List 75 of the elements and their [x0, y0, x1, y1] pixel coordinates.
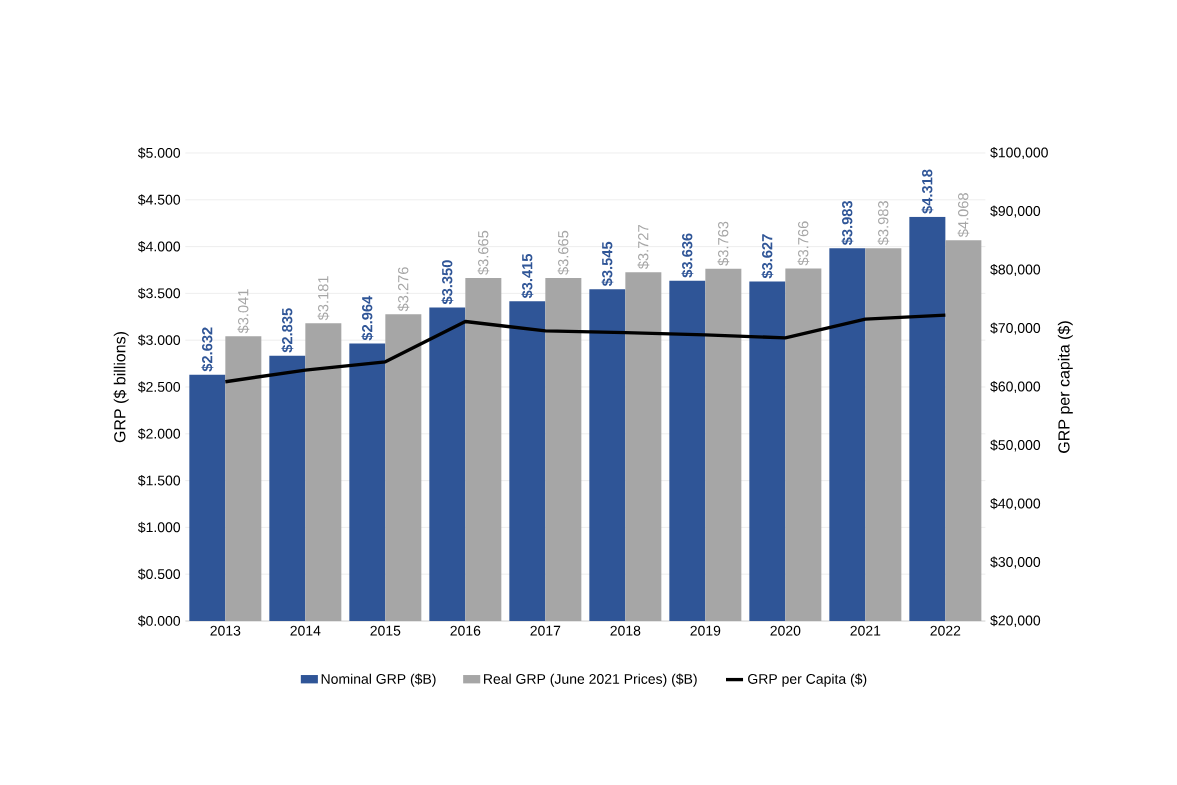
legend-label: Nominal GRP ($B) [321, 673, 436, 687]
data-label: $3.415 [521, 253, 534, 299]
y-tick-label: $3.500 [137, 287, 181, 300]
bar [429, 307, 466, 621]
data-label: $2.632 [201, 327, 214, 372]
data-label: $3.665 [477, 230, 490, 275]
data-label: $2.964 [361, 295, 374, 341]
bar [785, 268, 822, 621]
bar [909, 216, 946, 621]
data-label: $3.983 [841, 200, 854, 246]
x-tick-label: 2015 [370, 625, 401, 636]
x-tick-label: 2016 [450, 625, 481, 636]
data-label: $3.350 [441, 260, 454, 305]
x-tick-label: 2021 [850, 625, 881, 636]
y2-tick-label: $20,000 [990, 614, 1041, 628]
bar [305, 323, 342, 621]
data-label: $3.763 [717, 221, 730, 266]
bar [865, 248, 902, 621]
y2-tick-label: $90,000 [990, 205, 1041, 218]
x-tick-label: 2019 [690, 625, 721, 636]
bar [225, 336, 262, 621]
data-label: $3.636 [681, 233, 694, 278]
data-label: $3.983 [877, 201, 890, 246]
bar [269, 355, 306, 621]
y2-tick-label: $80,000 [990, 263, 1041, 277]
x-tick-label: 2022 [930, 625, 961, 636]
bar [189, 374, 226, 621]
bar [945, 240, 982, 621]
y-tick-label: $2.500 [137, 381, 181, 393]
data-label: $2.835 [281, 308, 294, 353]
x-tick-label: 2018 [610, 625, 641, 636]
y-tick-label: $4.500 [137, 194, 181, 206]
data-label: $3.766 [797, 221, 810, 266]
data-label: $3.041 [237, 289, 250, 334]
y-tick-label: $4.000 [137, 240, 181, 253]
bar [625, 272, 662, 621]
legend-label: Real GRP (June 2021 Prices) ($B) [484, 673, 697, 687]
x-tick-label: 2020 [770, 625, 801, 636]
data-label: $3.727 [637, 225, 650, 270]
x-tick-label: 2017 [530, 625, 561, 636]
data-label: $3.276 [397, 267, 410, 312]
bar [705, 268, 742, 621]
y2-tick-label: $70,000 [990, 322, 1041, 335]
y2-axis-title: GRP per capita ($) [1057, 321, 1073, 453]
bar [749, 281, 786, 621]
y2-tick-label: $30,000 [990, 556, 1041, 569]
bar [829, 248, 866, 621]
y2-tick-label: $50,000 [990, 439, 1041, 452]
y2-tick-label: $60,000 [990, 380, 1041, 394]
x-tick-label: 2014 [290, 625, 321, 636]
data-label: $3.545 [601, 241, 614, 287]
y-tick-label: $0.500 [137, 568, 181, 580]
x-tick-label: 2013 [210, 625, 241, 636]
data-label: $4.068 [957, 193, 970, 238]
data-label: $3.181 [317, 276, 330, 321]
y2-tick-label: $40,000 [990, 497, 1041, 511]
y-axis-title: GRP ($ billions) [113, 332, 129, 443]
bar [349, 343, 386, 621]
y-tick-label: $3.000 [137, 334, 181, 346]
bar [669, 280, 706, 621]
y2-tick-label: $100,000 [990, 146, 1048, 160]
data-label: $3.665 [557, 230, 570, 275]
bar [545, 277, 582, 621]
data-label: $3.627 [761, 234, 774, 279]
y-tick-label: $2.000 [137, 428, 181, 440]
bar [509, 301, 546, 621]
bar [589, 289, 626, 621]
y-tick-label: $5.000 [137, 147, 181, 159]
legend-label: GRP per Capita ($) [748, 673, 867, 687]
y-tick-label: $1.500 [137, 474, 181, 487]
y-tick-label: $1.000 [137, 521, 181, 534]
bar [465, 277, 502, 621]
y-tick-label: $0.000 [137, 615, 181, 627]
data-label: $4.318 [921, 169, 934, 214]
bar [385, 314, 422, 621]
